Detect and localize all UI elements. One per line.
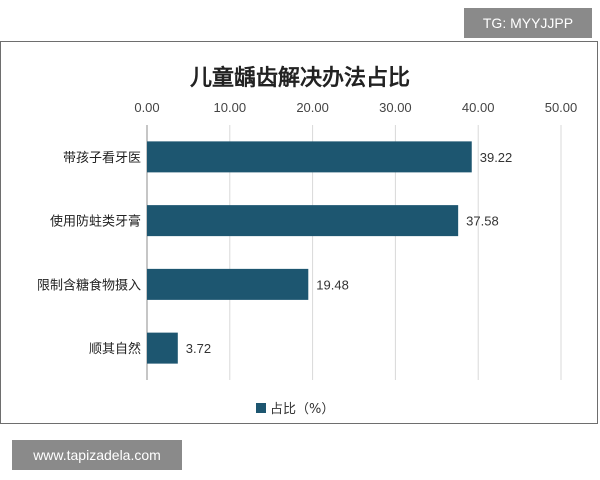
bar (147, 205, 459, 237)
legend-label: 占比（%） (270, 402, 334, 417)
category-label: 使用防蛀类牙膏 (50, 214, 141, 230)
x-tick-label: 40.00 (462, 100, 495, 115)
legend-swatch (256, 403, 266, 413)
watermark-tag-top: TG: MYYJJPP (464, 8, 592, 38)
x-tick-label: 0.00 (134, 100, 159, 115)
watermark-tag-bottom: www.tapizadela.com (12, 440, 182, 470)
x-tick-label: 30.00 (379, 100, 412, 115)
data-label: 19.48 (316, 277, 349, 292)
data-label: 37.58 (466, 214, 499, 229)
x-tick-label: 20.00 (296, 100, 329, 115)
bar (147, 268, 309, 300)
x-tick-label: 50.00 (545, 100, 578, 115)
bar (147, 141, 472, 173)
data-label: 3.72 (186, 341, 211, 356)
category-label: 带孩子看牙医 (63, 150, 141, 166)
x-tick-label: 10.00 (214, 100, 247, 115)
category-label: 限制含糖食物摄入 (37, 277, 141, 293)
data-label: 39.22 (480, 150, 513, 165)
chart-title: 儿童龋齿解决办法占比 (189, 66, 410, 91)
category-label: 顺其自然 (89, 341, 141, 357)
bar (147, 332, 178, 364)
